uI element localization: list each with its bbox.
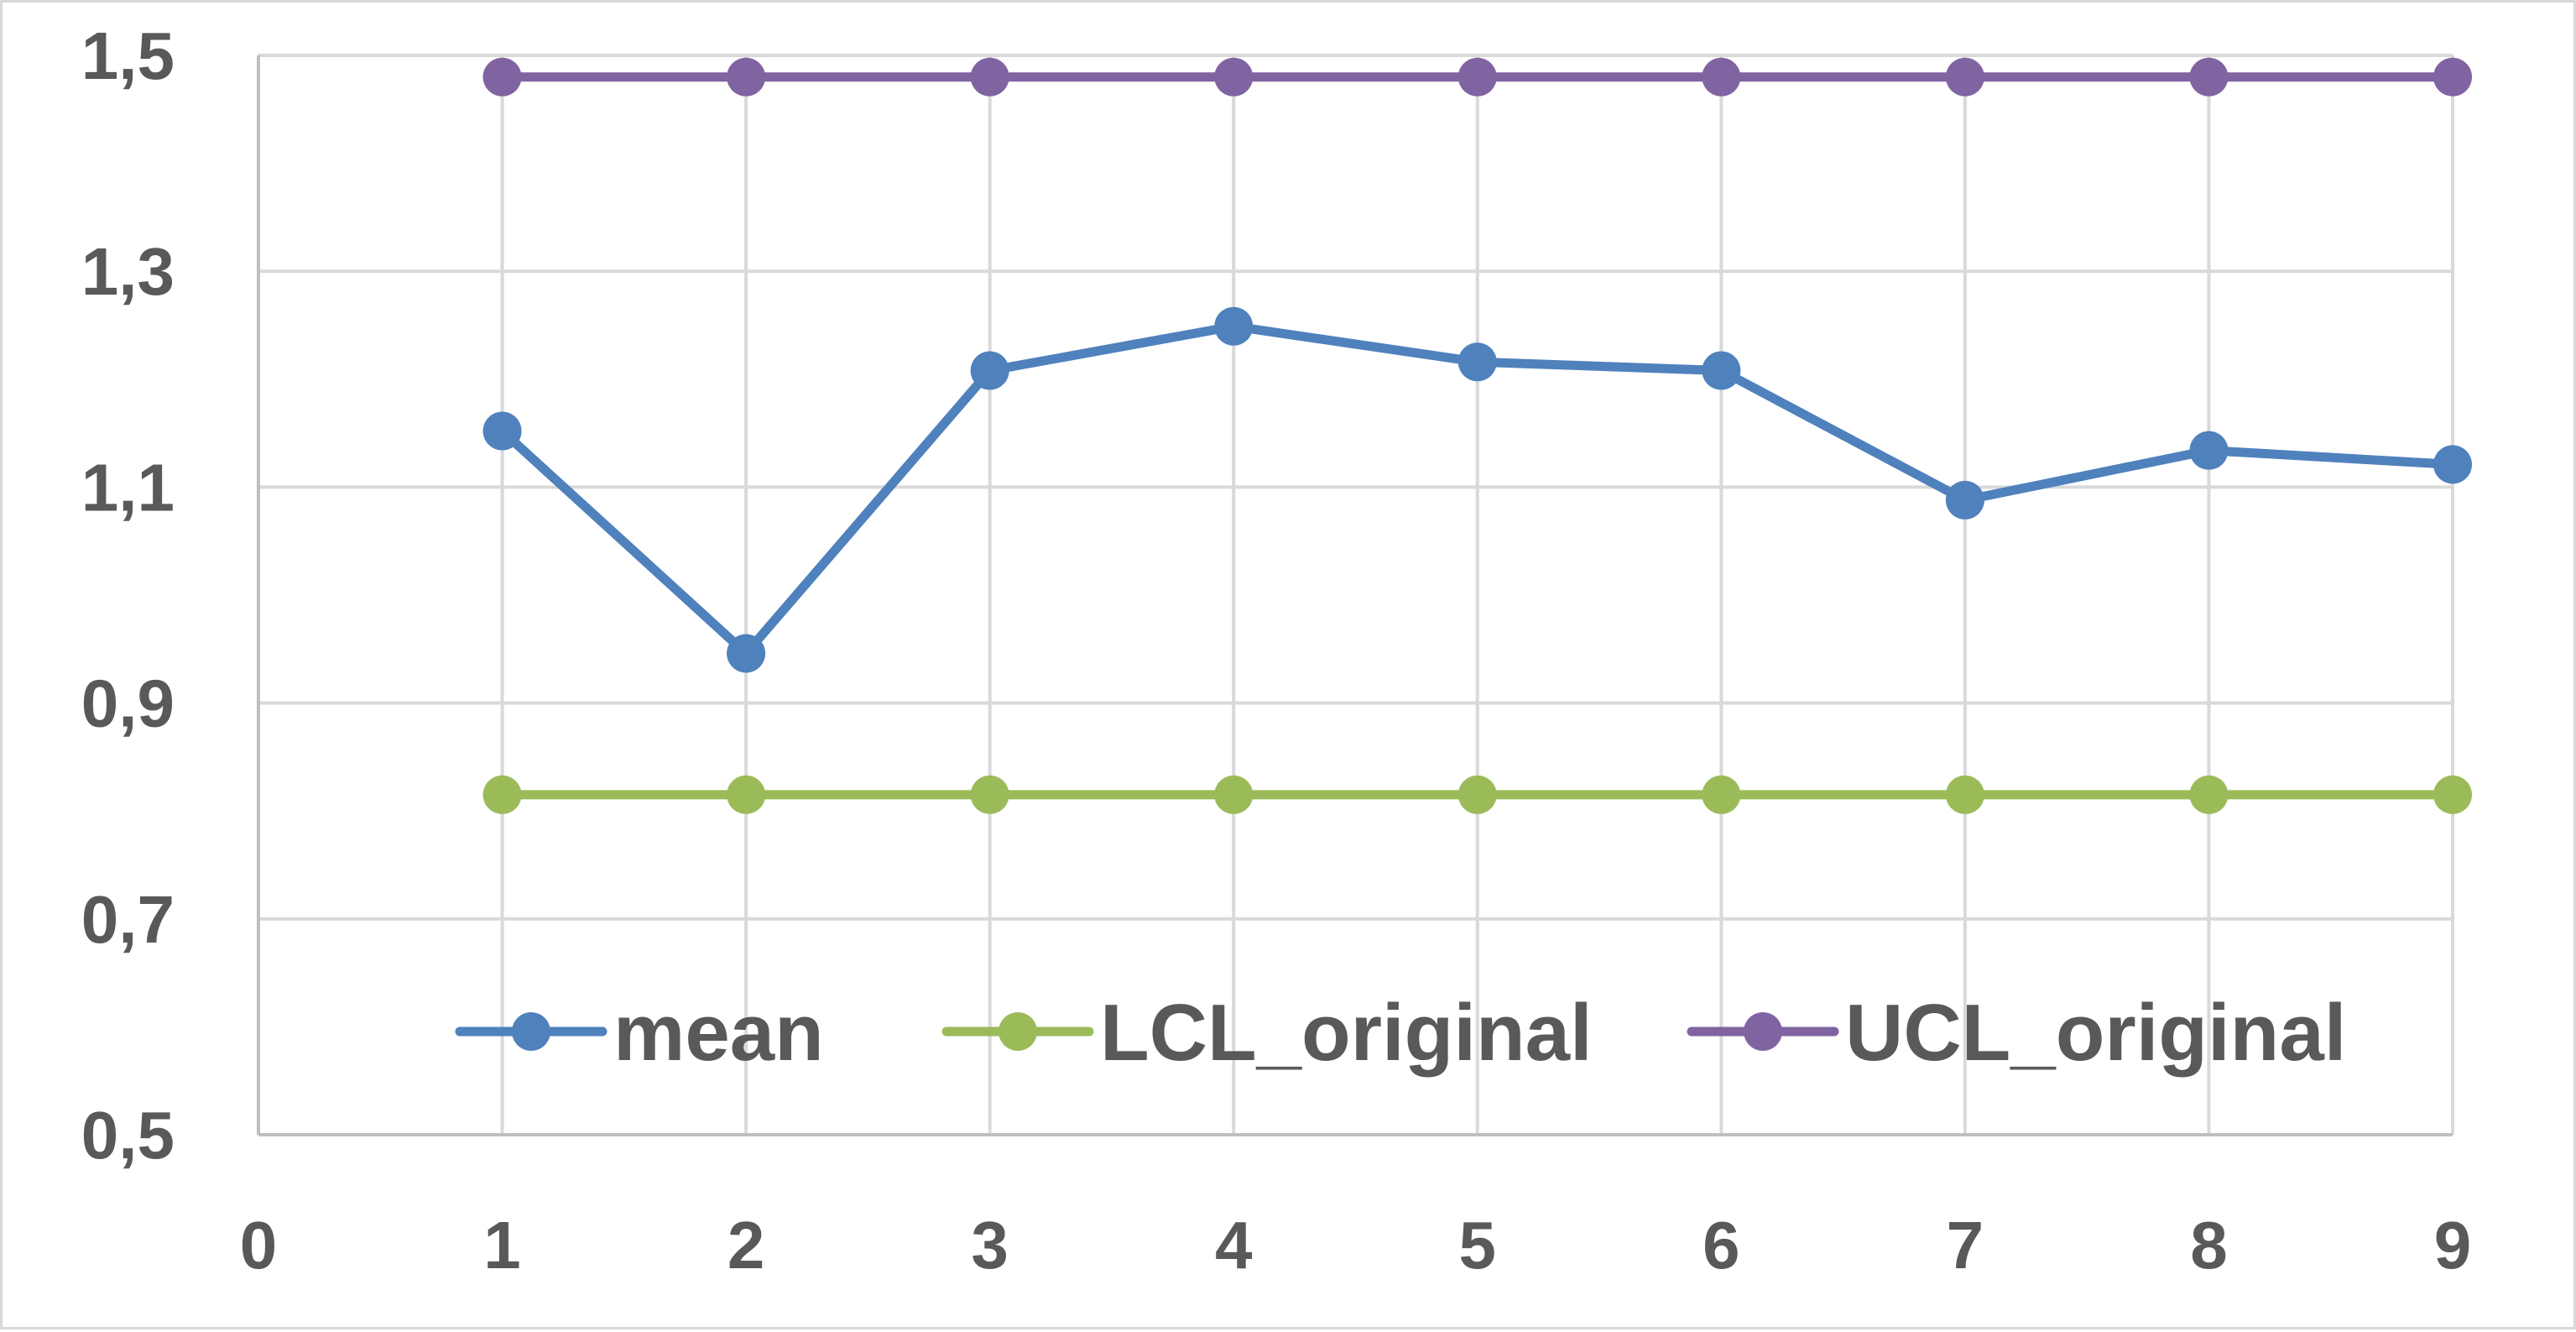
- data-point-ucl-original: [2189, 57, 2229, 97]
- data-point-mean: [482, 411, 522, 451]
- x-tick-label: 1: [483, 1208, 521, 1282]
- legend-item-mean: mean: [455, 988, 824, 1078]
- data-point-ucl-original: [1457, 57, 1497, 97]
- data-point-mean: [2433, 445, 2472, 484]
- legend-label: UCL_original: [1845, 988, 2346, 1078]
- data-point-ucl-original: [1214, 57, 1254, 97]
- data-point-lcl-original: [2433, 775, 2472, 814]
- data-point-mean: [2189, 431, 2229, 470]
- data-point-mean: [1214, 306, 1254, 346]
- data-point-mean: [970, 351, 1009, 390]
- y-tick-label: 1,5: [81, 18, 175, 93]
- data-point-ucl-original: [482, 57, 522, 97]
- x-tick-label: 3: [971, 1208, 1009, 1282]
- x-tick-label: 6: [1703, 1208, 1740, 1282]
- legend-label: mean: [613, 988, 824, 1078]
- data-point-mean: [1702, 351, 1741, 390]
- data-point-ucl-original: [727, 57, 766, 97]
- legend-item-lcl-original: LCL_original: [941, 988, 1593, 1078]
- x-tick-label: 0: [240, 1208, 278, 1282]
- data-point-lcl-original: [970, 775, 1009, 814]
- axes: 1,5 1,3 1,1 0,9 0,7 0,5 0 1 2 3 4 5 6 7 8 9: [81, 18, 2471, 1282]
- gridlines: [258, 54, 2454, 1135]
- data-point-lcl-original: [482, 775, 522, 814]
- data-point-mean: [1457, 342, 1497, 382]
- data-point-mean: [1945, 480, 1984, 520]
- data-point-ucl-original: [1702, 57, 1741, 97]
- x-tick-label: 8: [2190, 1208, 2228, 1282]
- y-tick-label: 1,1: [81, 450, 175, 525]
- series-group: [482, 57, 2472, 814]
- series-ucl-original: [482, 57, 2472, 97]
- x-tick-label: 5: [1459, 1208, 1497, 1282]
- legend-swatch-marker: [512, 1012, 550, 1051]
- legend: mean LCL_original UCL_original: [455, 988, 2346, 1078]
- line-chart: 1,5 1,3 1,1 0,9 0,7 0,5 0 1 2 3 4 5 6 7 8 9 mean LCL_ori…: [81, 18, 2472, 1282]
- data-point-lcl-original: [1945, 775, 1984, 814]
- legend-swatch-marker: [999, 1012, 1037, 1051]
- legend-label: LCL_original: [1100, 988, 1593, 1078]
- series-mean: [482, 306, 2472, 673]
- y-tick-label: 1,3: [81, 234, 175, 309]
- x-tick-label: 9: [2434, 1208, 2472, 1282]
- x-tick-label: 4: [1215, 1208, 1253, 1282]
- data-point-ucl-original: [1945, 57, 1984, 97]
- series-lcl-original: [482, 775, 2472, 814]
- data-point-lcl-original: [1457, 775, 1497, 814]
- data-point-lcl-original: [2189, 775, 2229, 814]
- y-tick-label: 0,7: [81, 882, 175, 957]
- y-tick-label: 0,9: [81, 666, 175, 741]
- data-point-lcl-original: [727, 775, 766, 814]
- data-point-mean: [727, 634, 766, 673]
- data-point-ucl-original: [970, 57, 1009, 97]
- legend-item-ucl-original: UCL_original: [1687, 988, 2346, 1078]
- x-tick-label: 2: [727, 1208, 765, 1282]
- data-point-lcl-original: [1702, 775, 1741, 814]
- data-point-lcl-original: [1214, 775, 1254, 814]
- data-point-ucl-original: [2433, 57, 2472, 97]
- x-tick-label: 7: [1947, 1208, 1984, 1282]
- legend-swatch-marker: [1744, 1012, 1782, 1051]
- y-tick-label: 0,5: [81, 1098, 175, 1173]
